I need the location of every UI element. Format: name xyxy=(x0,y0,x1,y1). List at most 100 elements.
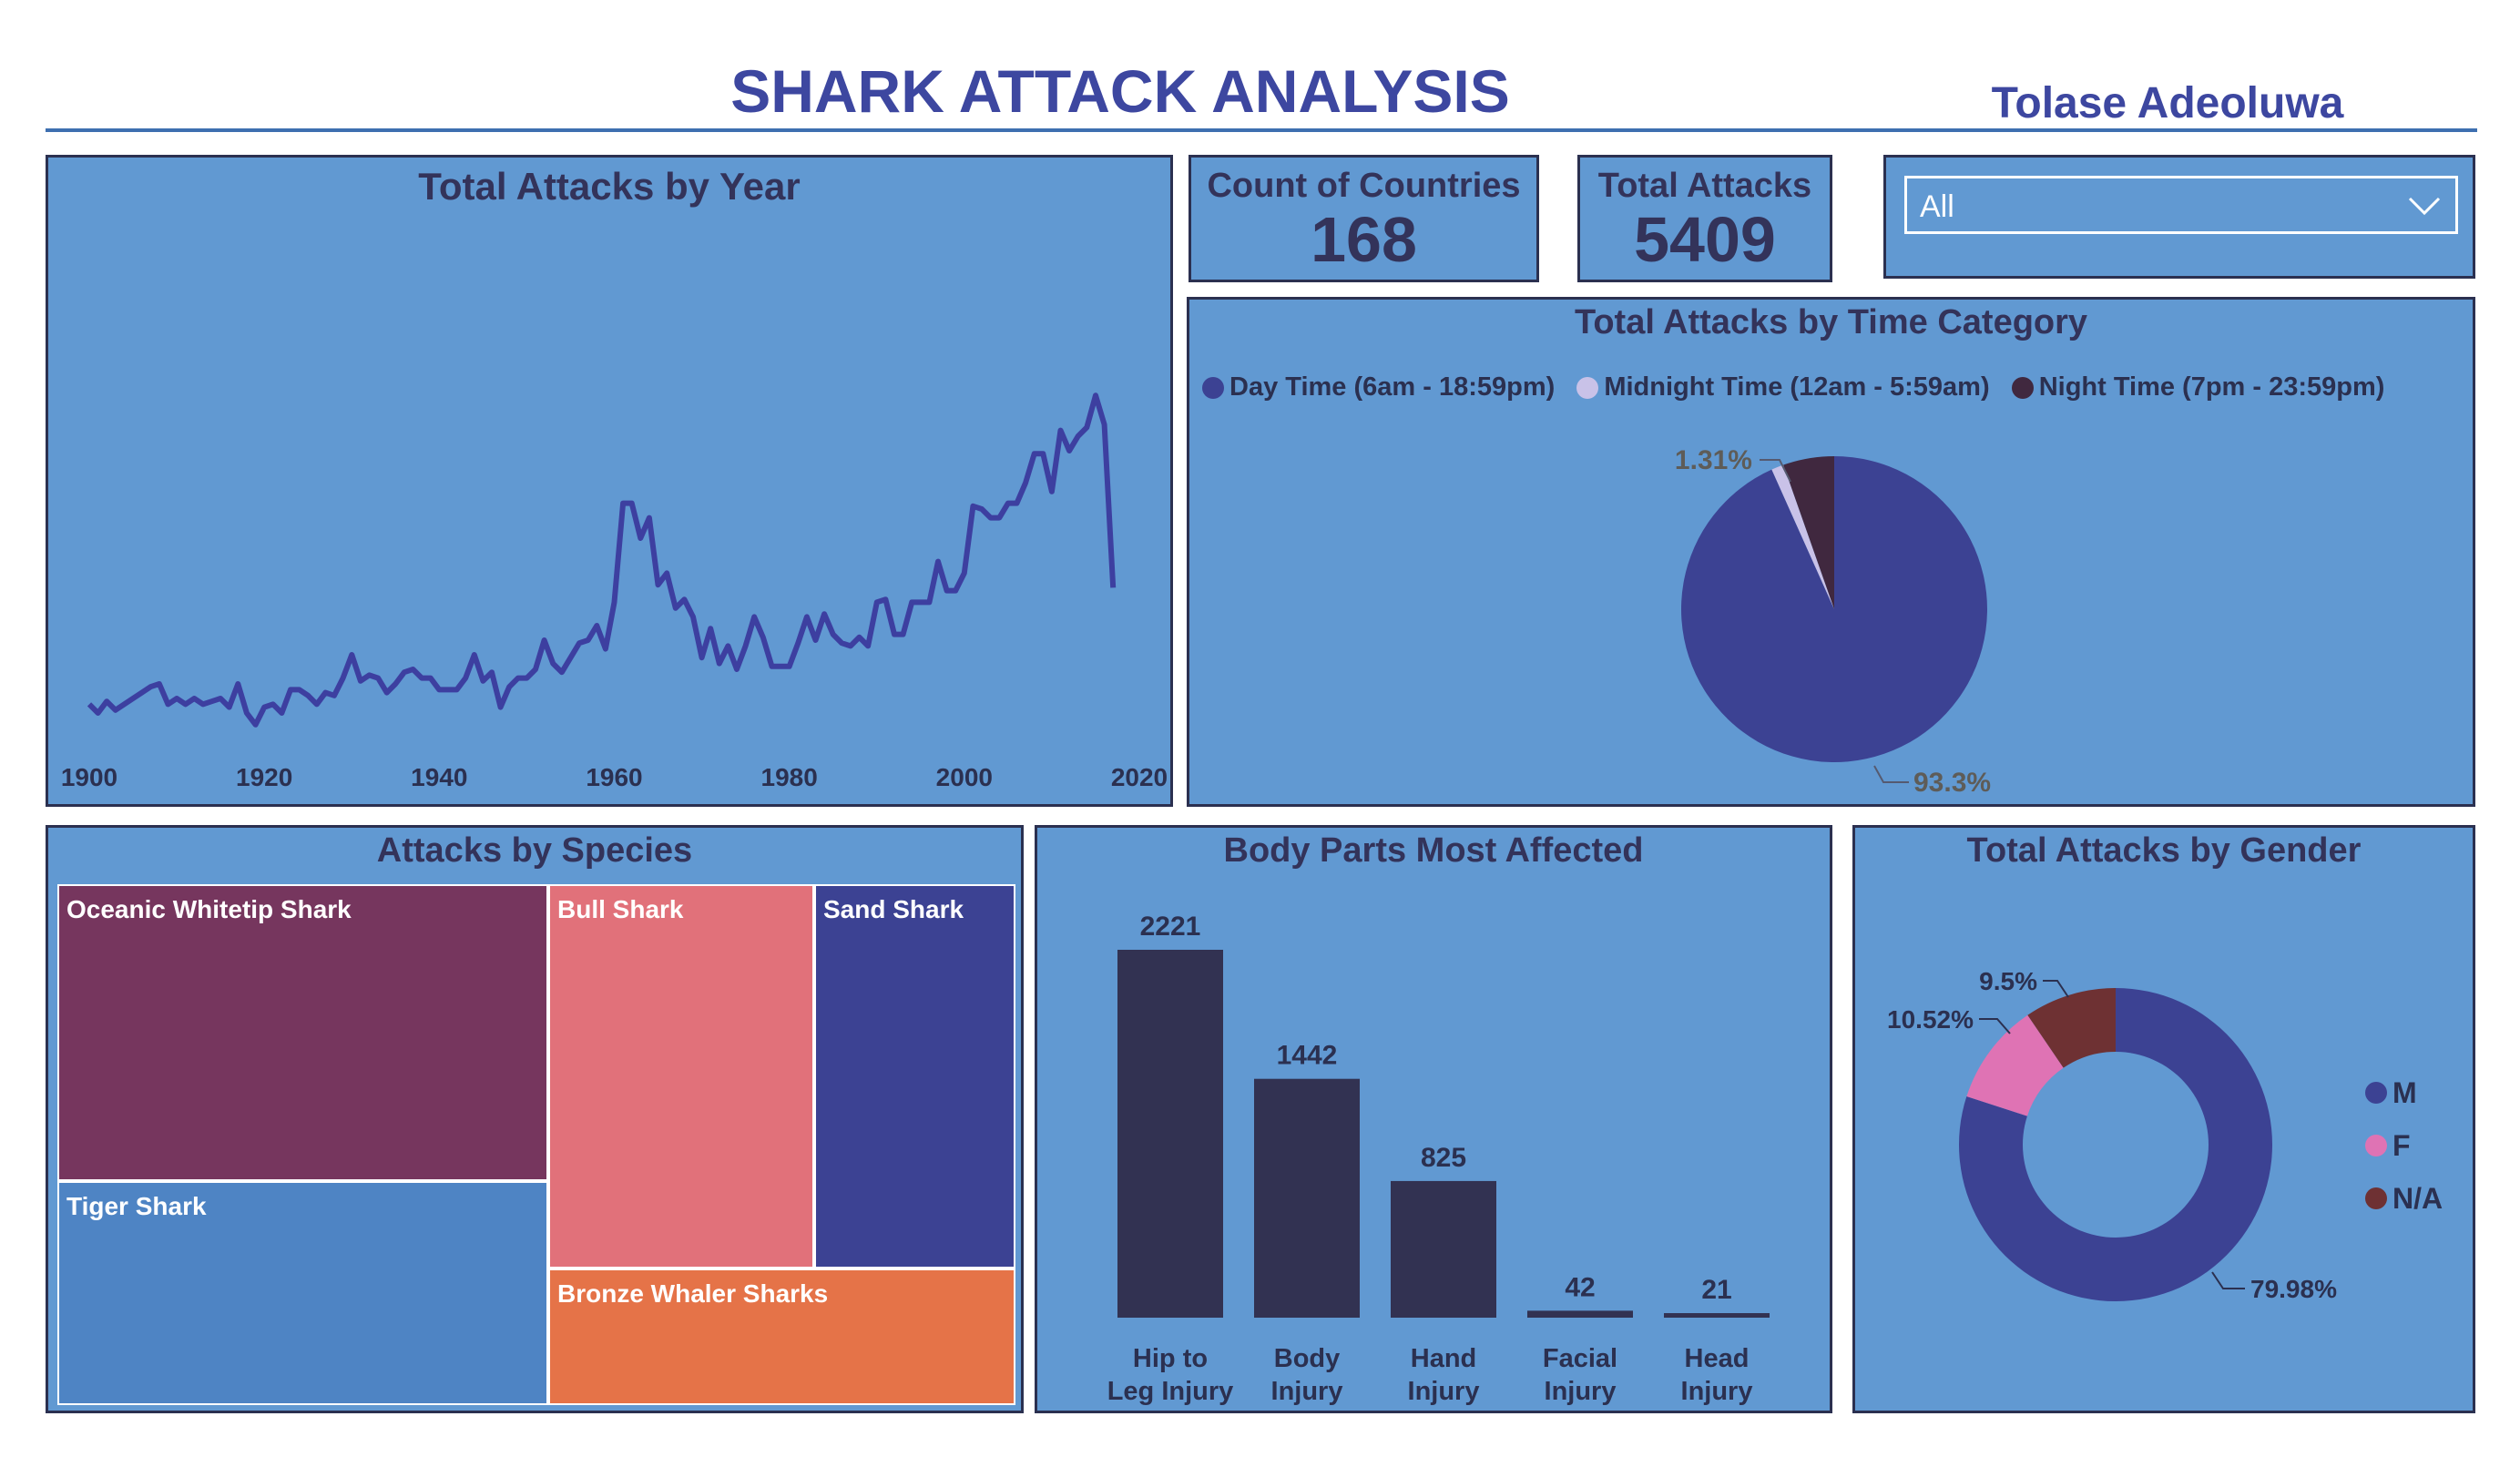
line-chart-title: Total Attacks by Year xyxy=(418,165,801,208)
treemap-tile-bull-shark[interactable]: Bull Shark xyxy=(548,884,814,1269)
pie-slice xyxy=(1771,464,1834,609)
x-tick-label: 2020 xyxy=(1111,763,1168,791)
x-tick-label: 1980 xyxy=(761,763,818,791)
legend-item-female[interactable]: F xyxy=(2365,1119,2443,1172)
x-tick-label: 2000 xyxy=(936,763,993,791)
x-category-label: Injury xyxy=(1408,1377,1480,1406)
x-tick-label: 1940 xyxy=(411,763,467,791)
x-tick-label: 1920 xyxy=(236,763,292,791)
line-chart: 1900 1920 1940 1960 1980 2000 2020 xyxy=(61,392,1168,791)
bar xyxy=(1254,1078,1360,1318)
bar-data-label: 42 xyxy=(1565,1272,1595,1302)
attacks-by-year-panel[interactable]: Total Attacks by Year 1900 1920 1940 1960 19… xyxy=(46,155,1173,807)
legend-item-na[interactable]: N/A xyxy=(2365,1172,2443,1225)
x-category-label: Head xyxy=(1685,1344,1750,1373)
bar-data-label: 2221 xyxy=(1140,912,1201,942)
legend-label-male: M xyxy=(2392,1075,2417,1109)
x-category-label: Facial xyxy=(1543,1344,1617,1373)
label-leader-line xyxy=(1979,1018,2011,1034)
legend-item-day[interactable]: Day Time (6am - 18:59pm) xyxy=(1202,372,1555,402)
treemap-tile-sand-shark[interactable]: Sand Shark xyxy=(814,884,1015,1269)
bar xyxy=(1664,1313,1770,1318)
pie-slice xyxy=(1783,456,1834,609)
author-name: Tolase Adeoluwa xyxy=(1991,79,2344,127)
pie-data-label-day: 93.3% xyxy=(1913,768,1991,798)
donut-chart: 79.98% 10.52%9.5% xyxy=(1887,967,2337,1303)
bar-chart-title: Body Parts Most Affected xyxy=(1223,831,1644,870)
x-category-label: Hip to xyxy=(1133,1344,1208,1373)
pie-data-label-midnight: 1.31% xyxy=(1675,445,1752,475)
x-tick-label: 1960 xyxy=(586,763,642,791)
header-divider xyxy=(46,128,2477,132)
bar xyxy=(1391,1180,1496,1318)
bar xyxy=(1527,1310,1633,1318)
legend-dot xyxy=(2365,1135,2387,1156)
count-of-countries-label: Count of Countries xyxy=(1207,167,1521,205)
bar-chart: 2221 Hip to Leg Injury 1442 Body Injury 825 Han… xyxy=(1107,912,1770,1406)
treemap-label: Sand Shark xyxy=(823,895,964,923)
species-panel[interactable]: Attacks by Species Oceanic Whitetip Shar… xyxy=(46,825,1024,1413)
treemap-tile-oceanic-whitetip[interactable]: Oceanic Whitetip Shark xyxy=(57,884,548,1181)
treemap-tile-bronze-whaler[interactable]: Bronze Whaler Sharks xyxy=(548,1269,1015,1405)
donut-slice xyxy=(1966,1014,2064,1116)
legend-item-midnight[interactable]: Midnight Time (12am - 5:59am) xyxy=(1576,372,1990,402)
legend-dot xyxy=(2365,1082,2387,1104)
time-category-panel[interactable]: Total Attacks by Time Category Day Time … xyxy=(1187,297,2475,807)
filter-dropdown[interactable]: All xyxy=(1904,176,2458,234)
bar xyxy=(1117,950,1223,1318)
count-of-countries-card: Count of Countries 168 xyxy=(1189,155,1539,282)
donut-chart-title: Total Attacks by Gender xyxy=(1966,831,2362,870)
x-category-label: Injury xyxy=(1681,1377,1753,1406)
treemap-label: Tiger Shark xyxy=(66,1192,207,1220)
gender-panel[interactable]: Total Attacks by Gender 79.98% 10.52% 9.5%… xyxy=(1852,825,2475,1413)
gender-legend: M F N/A xyxy=(2365,1066,2443,1225)
treemap-tile-tiger-shark[interactable]: Tiger Shark xyxy=(57,1181,548,1405)
chevron-down-icon[interactable] xyxy=(2406,195,2443,217)
total-attacks-card: Total Attacks 5409 xyxy=(1577,155,1832,282)
legend-label-na: N/A xyxy=(2392,1181,2443,1215)
treemap-title: Attacks by Species xyxy=(376,831,693,870)
bar-data-label: 825 xyxy=(1421,1143,1466,1173)
legend-dot xyxy=(2365,1187,2387,1209)
pie-legend: Day Time (6am - 18:59pm) Midnight Time (… xyxy=(1202,372,2399,406)
legend-label-day: Day Time (6am - 18:59pm) xyxy=(1229,372,1556,402)
filter-selected-value: All xyxy=(1920,189,1954,224)
donut-data-label-female: 10.52% xyxy=(1887,1005,1974,1034)
treemap-label: Oceanic Whitetip Shark xyxy=(66,895,352,923)
x-category-label: Hand xyxy=(1411,1344,1477,1373)
legend-item-male[interactable]: M xyxy=(2365,1066,2443,1119)
treemap-label: Bull Shark xyxy=(557,895,684,923)
pie-chart-title: Total Attacks by Time Category xyxy=(1574,303,2088,341)
filter-slicer-panel: All xyxy=(1883,155,2475,279)
bar-data-label: 1442 xyxy=(1277,1041,1338,1071)
total-attacks-label: Total Attacks xyxy=(1597,167,1812,205)
legend-label-female: F xyxy=(2392,1128,2411,1162)
x-tick-label: 1900 xyxy=(61,763,117,791)
pie-chart: 93.3% 1.31% xyxy=(1675,445,1991,798)
x-category-label: Body xyxy=(1274,1344,1341,1373)
label-leader-line xyxy=(2043,980,2069,998)
legend-label-night: Night Time (7pm - 23:59pm) xyxy=(2038,372,2385,402)
label-leader-line xyxy=(1873,765,1909,783)
page-title: SHARK ATTACK ANALYSIS xyxy=(730,57,1510,125)
label-leader-line xyxy=(2211,1271,2245,1289)
x-category-label: Leg Injury xyxy=(1107,1377,1234,1406)
donut-slice xyxy=(1959,988,2272,1301)
donut-slice xyxy=(2027,988,2116,1068)
line-series-path xyxy=(87,392,1117,728)
legend-dot xyxy=(1202,376,1224,399)
count-of-countries-value: 168 xyxy=(1311,204,1417,275)
treemap-label: Bronze Whaler Sharks xyxy=(557,1279,829,1308)
legend-label-midnight: Midnight Time (12am - 5:59am) xyxy=(1604,372,1990,402)
total-attacks-value: 5409 xyxy=(1634,204,1776,275)
donut-data-label-na: 9.5% xyxy=(1979,967,2037,995)
legend-item-night[interactable]: Night Time (7pm - 23:59pm) xyxy=(2011,372,2385,402)
label-leader-line xyxy=(1760,459,1791,483)
bar-data-label: 21 xyxy=(1701,1275,1731,1305)
legend-dot xyxy=(2011,376,2034,399)
x-category-label: Injury xyxy=(1545,1377,1617,1406)
donut-data-label-male: 79.98% xyxy=(2250,1275,2337,1303)
body-parts-panel[interactable]: Body Parts Most Affected 2221 Hip to Leg I… xyxy=(1035,825,1832,1413)
x-category-label: Injury xyxy=(1271,1377,1343,1406)
legend-dot xyxy=(1576,376,1599,399)
